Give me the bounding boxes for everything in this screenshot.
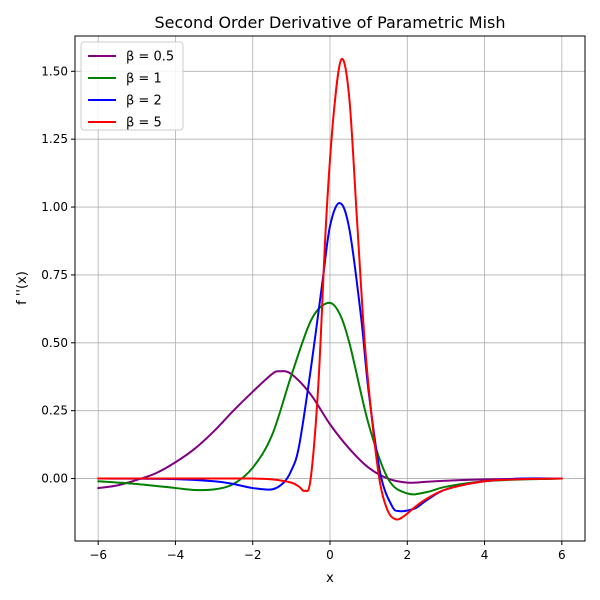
series-line-1 <box>97 301 563 496</box>
x-tick-label: −4 <box>167 548 185 562</box>
legend: β = 0.5 β = 1 β = 2 β = 5 <box>80 41 184 131</box>
grid <box>75 36 585 541</box>
x-tick-label: 0 <box>326 548 334 562</box>
x-tick-label: 6 <box>558 548 566 562</box>
x-tick-label: −2 <box>244 548 262 562</box>
y-tick-label: 0.75 <box>41 268 68 282</box>
y-tick-label: 0.25 <box>41 404 68 418</box>
y-tick-label: 1.25 <box>41 132 68 146</box>
x-tick-label: 2 <box>403 548 411 562</box>
legend-label-3: β = 5 <box>126 116 162 131</box>
series-line-3 <box>97 58 563 521</box>
y-tick-label: 0.50 <box>41 336 68 350</box>
legend-label-2: β = 2 <box>126 94 162 109</box>
x-axis-ticks: −6 −4 −2 0 2 4 6 <box>89 541 566 562</box>
legend-label-0: β = 0.5 <box>126 50 174 65</box>
y-axis-ticks: 0.00 0.25 0.50 0.75 1.00 1.25 1.50 <box>41 64 75 486</box>
series-lines <box>97 58 563 521</box>
x-tick-label: 4 <box>481 548 489 562</box>
x-axis-label: x <box>326 571 334 586</box>
series-line-2 <box>97 201 563 513</box>
y-tick-label: 1.50 <box>41 64 68 78</box>
y-tick-label: 0.00 <box>41 472 68 486</box>
x-tick-label: −6 <box>89 548 107 562</box>
legend-box <box>80 41 184 131</box>
chart-title: Second Order Derivative of Parametric Mi… <box>154 13 505 32</box>
y-axis-label: f ''(x) <box>15 271 30 305</box>
legend-label-1: β = 1 <box>126 72 162 87</box>
y-tick-label: 1.00 <box>41 200 68 214</box>
